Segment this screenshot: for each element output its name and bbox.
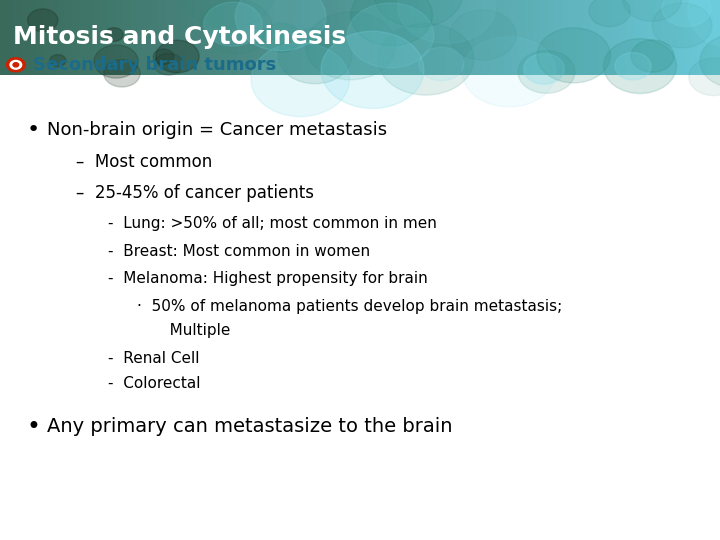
Circle shape [179, 0, 275, 28]
Text: –  25-45% of cancer patients: – 25-45% of cancer patients [76, 184, 314, 202]
Text: -  Breast: Most common in women: - Breast: Most common in women [108, 244, 370, 259]
Circle shape [13, 63, 19, 67]
Circle shape [321, 31, 424, 109]
Circle shape [351, 0, 433, 46]
Circle shape [662, 0, 711, 26]
Text: Multiple: Multiple [155, 323, 230, 338]
Circle shape [462, 37, 556, 107]
Circle shape [305, 12, 396, 80]
Text: Any primary can metastasize to the brain: Any primary can metastasize to the brain [47, 417, 452, 436]
Circle shape [700, 34, 720, 88]
Circle shape [623, 0, 681, 21]
Text: -  Melanoma: Highest propensity for brain: - Melanoma: Highest propensity for brain [108, 271, 428, 286]
Text: -  Renal Cell: - Renal Cell [108, 350, 199, 366]
Circle shape [523, 53, 564, 84]
Circle shape [688, 0, 720, 50]
Circle shape [200, 0, 272, 54]
Circle shape [537, 28, 611, 83]
Text: –  Most common: – Most common [76, 153, 212, 171]
Circle shape [10, 60, 22, 69]
Circle shape [374, 0, 463, 27]
Text: Secondary brain tumors: Secondary brain tumors [33, 56, 276, 74]
Text: •: • [27, 415, 40, 438]
Circle shape [50, 55, 66, 66]
Circle shape [347, 3, 434, 68]
Circle shape [449, 10, 516, 60]
Circle shape [6, 58, 25, 72]
Circle shape [689, 58, 720, 96]
Circle shape [615, 52, 651, 80]
Circle shape [251, 43, 349, 117]
Circle shape [378, 23, 474, 95]
Circle shape [631, 40, 674, 72]
Circle shape [263, 23, 301, 52]
Circle shape [104, 59, 140, 87]
Circle shape [156, 40, 199, 73]
Circle shape [154, 53, 183, 75]
Circle shape [235, 0, 326, 51]
Circle shape [603, 39, 677, 93]
Circle shape [105, 28, 123, 42]
Text: Mitosis and Cytokinesis: Mitosis and Cytokinesis [13, 25, 346, 49]
Circle shape [153, 49, 174, 64]
Text: •: • [27, 119, 40, 140]
Circle shape [27, 9, 58, 32]
Circle shape [204, 2, 262, 46]
Circle shape [397, 0, 495, 43]
Text: Non-brain origin = Cancer metastasis: Non-brain origin = Cancer metastasis [47, 120, 387, 139]
Circle shape [589, 0, 630, 26]
Circle shape [419, 47, 464, 80]
Text: -  Lung: >50% of all; most common in men: - Lung: >50% of all; most common in men [108, 216, 437, 231]
Text: -  Colorectal: - Colorectal [108, 376, 200, 391]
Circle shape [652, 3, 712, 48]
Circle shape [278, 29, 352, 84]
Circle shape [518, 51, 575, 93]
Text: ·  50% of melanoma patients develop brain metastasis;: · 50% of melanoma patients develop brain… [137, 299, 562, 314]
Circle shape [94, 45, 138, 78]
